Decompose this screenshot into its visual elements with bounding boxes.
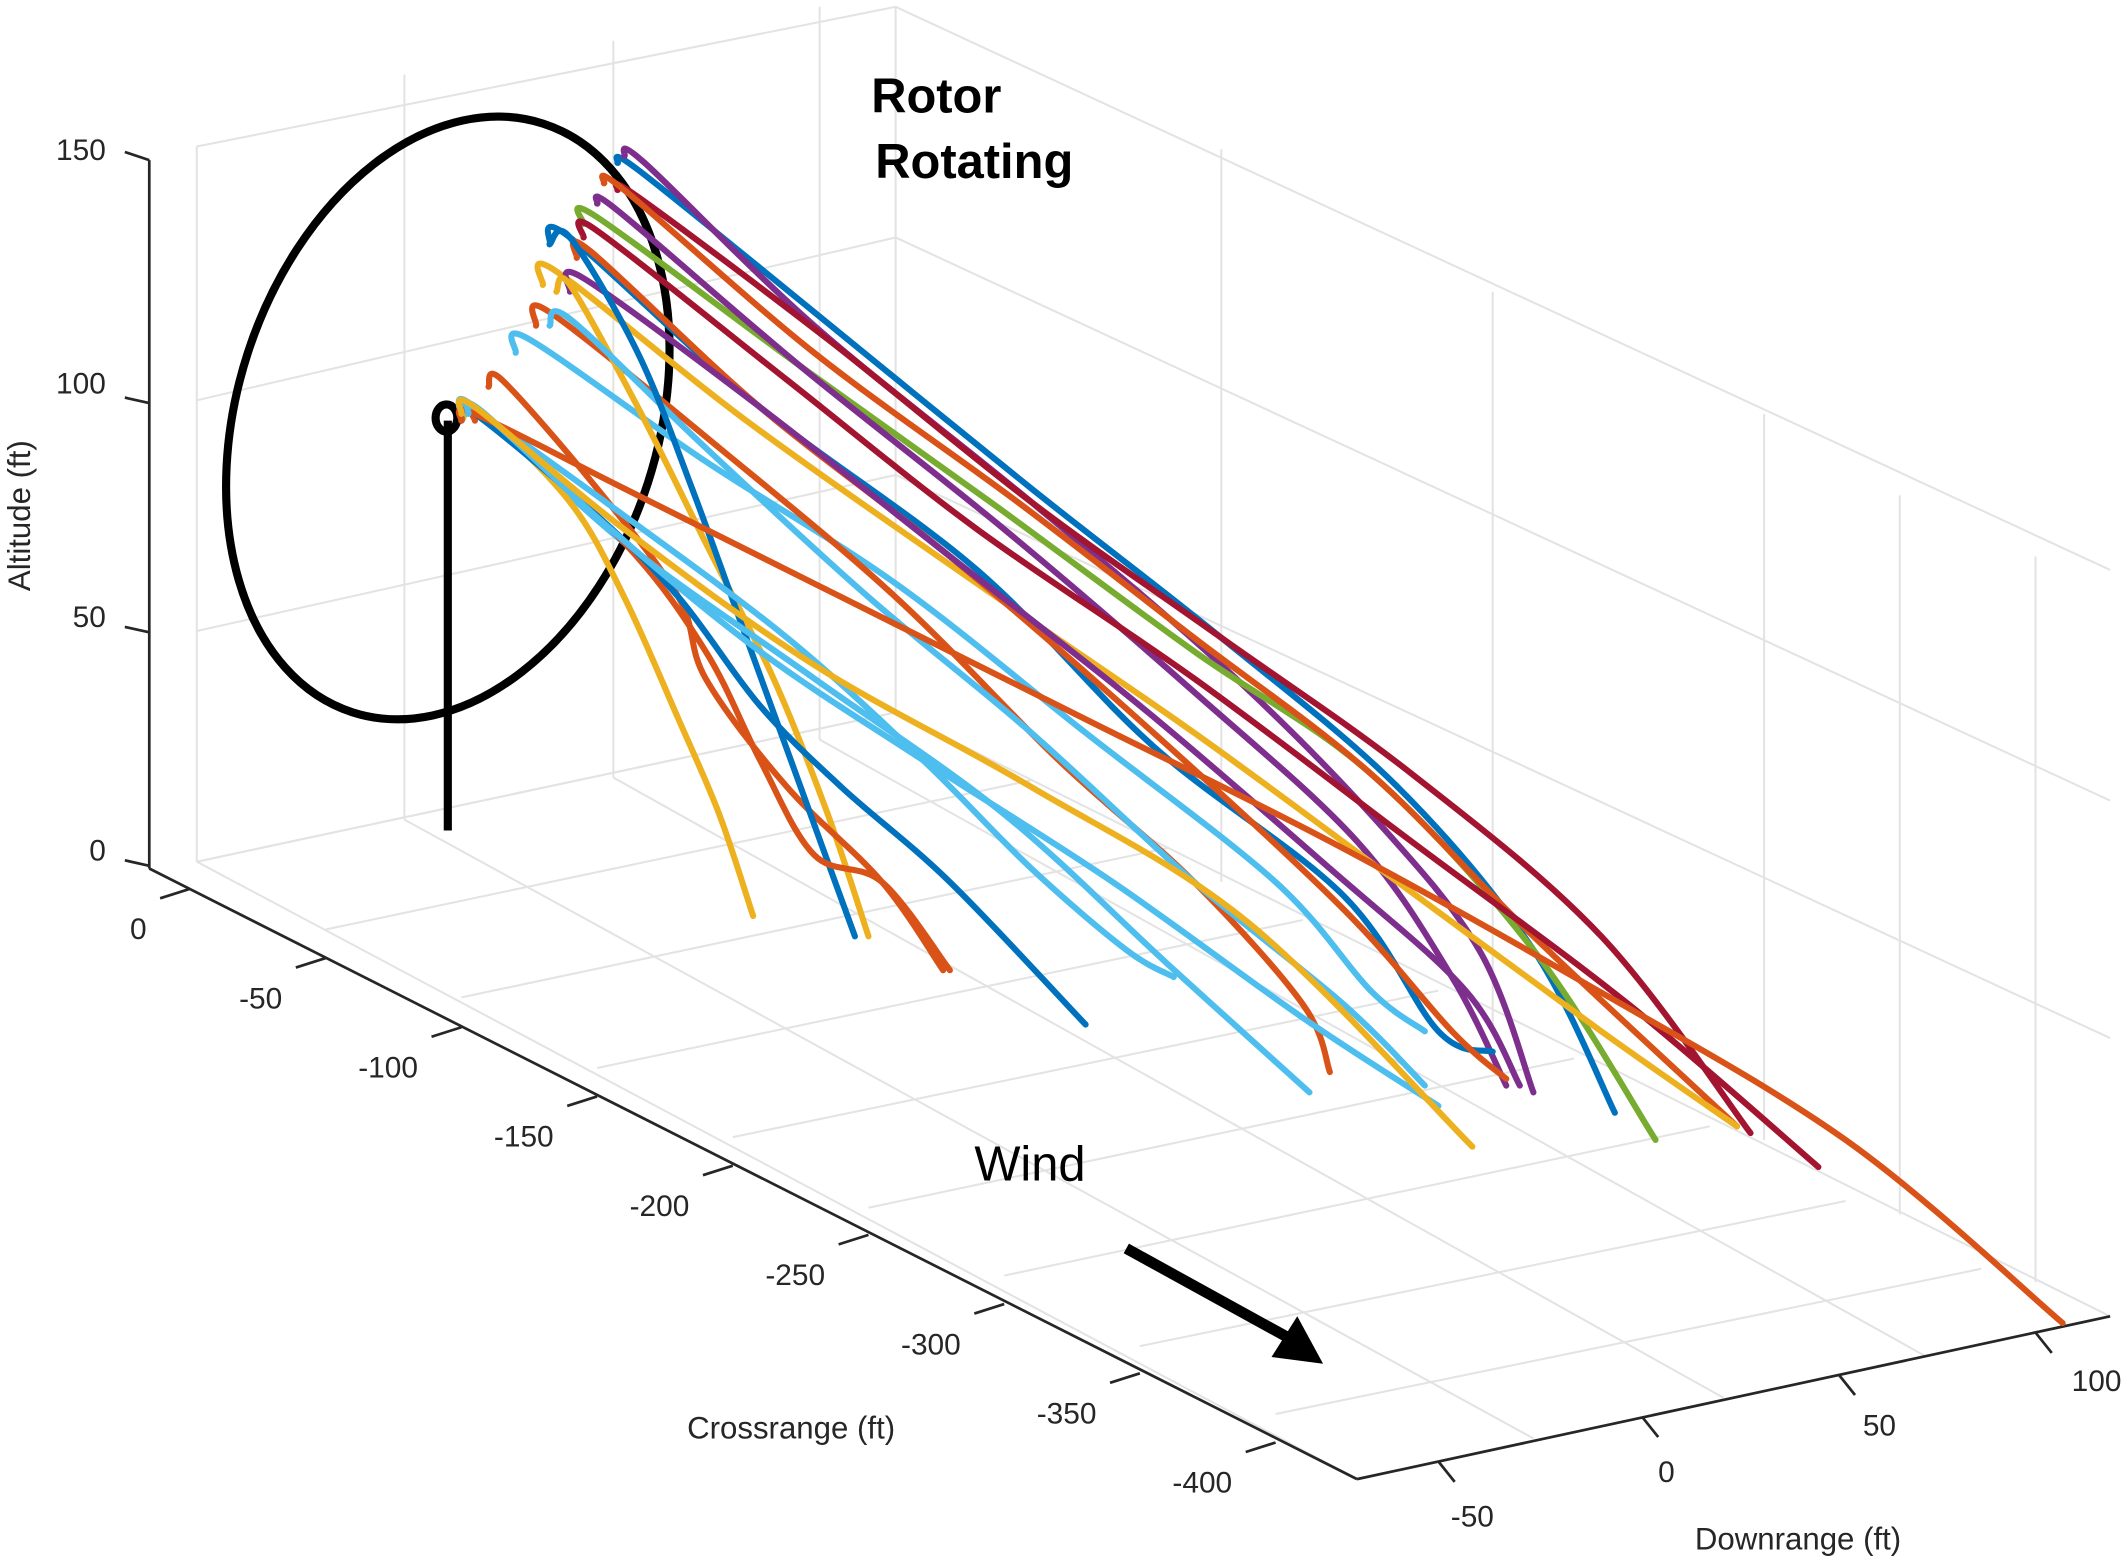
x-tick-label: 100 bbox=[2072, 1365, 2122, 1398]
axis-lines bbox=[124, 150, 2111, 1483]
trajectory-line-14 bbox=[553, 274, 872, 940]
y-tick-label: -350 bbox=[1037, 1397, 1097, 1430]
trajectory-line-5 bbox=[599, 172, 1741, 1130]
z-tick-label: 150 bbox=[56, 134, 106, 167]
y-tick-label: 0 bbox=[130, 913, 147, 946]
x-tick-label: 0 bbox=[1658, 1456, 1675, 1489]
trajectory-line-16 bbox=[485, 370, 947, 974]
z-tick-label: 0 bbox=[89, 834, 106, 867]
y-tick-label: -50 bbox=[239, 982, 282, 1015]
y-tick-label: -250 bbox=[765, 1259, 825, 1292]
y-tick-label: -300 bbox=[901, 1328, 961, 1361]
rotor-annotation-line2: Rotating bbox=[875, 135, 1073, 189]
trajectory-line-17 bbox=[546, 227, 858, 940]
grid-floor bbox=[196, 711, 1982, 1481]
x-axis-label: Downrange (ft) bbox=[1695, 1522, 1901, 1557]
trajectory-line-24 bbox=[463, 400, 1442, 1110]
y-tick-label: -400 bbox=[1172, 1467, 1232, 1500]
trajectory-line-3 bbox=[612, 181, 1754, 1137]
x-tick-labels: -50 0 50 100 bbox=[1451, 1365, 2122, 1534]
grid-back-left-wall bbox=[195, 5, 896, 863]
y-tick-label: -150 bbox=[494, 1121, 554, 1154]
y-axis-label: Crossrange (ft) bbox=[687, 1410, 895, 1445]
z-tick-label: 50 bbox=[73, 601, 106, 634]
wind-annotation: Wind bbox=[974, 1138, 1085, 1192]
trajectory-line-11 bbox=[562, 268, 1523, 1089]
trajectory-line-6 bbox=[592, 193, 1510, 1089]
trajectory-series bbox=[455, 145, 2066, 1327]
rotor-annotation-line1: Rotor bbox=[871, 70, 1001, 124]
trajectory-line-25 bbox=[455, 397, 1476, 1150]
y-tick-label: -100 bbox=[358, 1051, 418, 1084]
grid-back-right-wall bbox=[894, 5, 2111, 1318]
rotor-disk bbox=[222, 112, 674, 724]
y-tick-labels: 0 -50 -100 -150 -200 -250 -300 -350 -400 bbox=[130, 913, 1232, 1500]
trajectory-line-10 bbox=[569, 238, 1510, 1082]
wind-turbine bbox=[222, 112, 674, 831]
x-tick-label: -50 bbox=[1451, 1501, 1494, 1534]
y-tick-label: -200 bbox=[630, 1190, 690, 1223]
x-tick-label: 50 bbox=[1863, 1410, 1896, 1443]
hub bbox=[431, 400, 462, 436]
trajectory-line-8 bbox=[575, 218, 1822, 1171]
trajectory-line-12 bbox=[508, 330, 1428, 1035]
z-axis-label: Altitude (ft) bbox=[2, 440, 37, 591]
wind-arrow-head bbox=[1271, 1316, 1324, 1364]
trajectory-line-4 bbox=[574, 204, 1659, 1143]
z-tick-labels: 150 100 50 0 bbox=[56, 134, 106, 867]
trajectory-line-23 bbox=[455, 407, 2066, 1327]
wind-arrow bbox=[1123, 1243, 1324, 1364]
chart-transform: 150 100 50 0 0 -50 -100 -150 -200 -250 -… bbox=[2, 5, 2122, 1557]
z-tick-label: 100 bbox=[56, 368, 106, 401]
